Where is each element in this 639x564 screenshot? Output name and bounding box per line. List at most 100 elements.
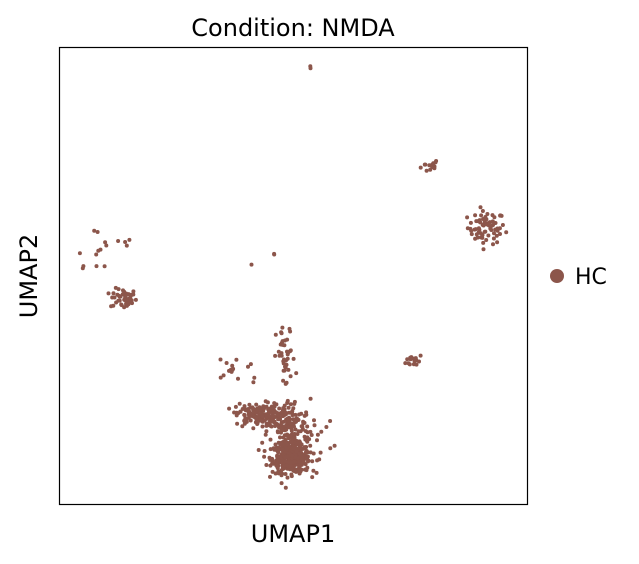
data-point bbox=[308, 443, 313, 448]
data-point bbox=[403, 361, 408, 366]
data-point bbox=[283, 364, 287, 369]
data-point bbox=[124, 297, 129, 302]
data-point bbox=[408, 357, 413, 362]
data-point bbox=[283, 381, 288, 386]
data-point bbox=[264, 414, 269, 418]
data-point bbox=[103, 240, 108, 245]
data-point bbox=[301, 446, 306, 451]
data-point bbox=[306, 458, 311, 463]
data-point bbox=[291, 459, 296, 464]
data-point bbox=[272, 252, 277, 257]
data-point bbox=[305, 454, 310, 459]
data-point bbox=[273, 424, 278, 428]
data-point bbox=[237, 401, 242, 406]
data-point bbox=[248, 418, 253, 423]
data-point bbox=[278, 417, 283, 421]
data-point bbox=[484, 238, 489, 242]
data-point bbox=[268, 474, 272, 479]
data-point bbox=[477, 219, 482, 224]
data-point bbox=[265, 400, 270, 405]
data-point bbox=[131, 289, 136, 294]
data-point bbox=[312, 418, 316, 423]
data-point bbox=[102, 264, 107, 269]
data-point bbox=[478, 205, 483, 210]
data-point bbox=[123, 294, 128, 299]
data-point bbox=[263, 432, 268, 437]
data-point bbox=[300, 453, 305, 458]
data-point bbox=[266, 407, 271, 412]
data-point bbox=[272, 419, 277, 424]
data-point bbox=[117, 294, 122, 299]
data-point bbox=[308, 64, 313, 69]
data-point bbox=[281, 464, 286, 469]
data-point bbox=[232, 410, 237, 415]
data-point bbox=[273, 442, 278, 447]
data-point bbox=[267, 455, 272, 460]
data-point bbox=[276, 471, 281, 476]
data-point bbox=[480, 209, 485, 213]
data-point bbox=[230, 363, 235, 368]
data-point bbox=[94, 264, 99, 269]
data-point bbox=[281, 378, 286, 383]
data-point bbox=[504, 230, 509, 235]
data-point bbox=[238, 409, 243, 414]
data-point bbox=[77, 251, 82, 256]
data-point bbox=[289, 474, 294, 479]
data-point bbox=[285, 475, 290, 480]
data-point bbox=[304, 410, 309, 415]
data-point bbox=[127, 237, 132, 242]
data-point bbox=[236, 376, 240, 381]
data-point bbox=[275, 430, 280, 435]
x-axis-label: UMAP1 bbox=[251, 520, 335, 548]
data-point bbox=[279, 353, 284, 358]
data-point bbox=[498, 232, 502, 236]
data-point bbox=[234, 357, 239, 362]
data-point bbox=[242, 412, 247, 417]
data-point bbox=[281, 407, 286, 412]
chart-title: Condition: NMDA bbox=[191, 14, 395, 42]
data-point bbox=[328, 419, 333, 423]
data-point bbox=[469, 232, 474, 237]
data-point bbox=[286, 405, 291, 410]
data-point bbox=[491, 236, 496, 241]
data-point bbox=[116, 298, 121, 303]
data-point bbox=[315, 438, 319, 443]
data-point bbox=[479, 213, 484, 218]
data-point bbox=[310, 475, 315, 480]
data-point bbox=[308, 429, 313, 434]
data-point bbox=[273, 446, 278, 451]
data-point bbox=[244, 407, 248, 412]
data-point bbox=[301, 421, 306, 426]
data-point bbox=[288, 464, 293, 469]
data-point bbox=[312, 423, 317, 428]
data-point bbox=[495, 240, 500, 245]
data-point bbox=[314, 470, 319, 475]
data-point bbox=[124, 243, 129, 248]
data-point bbox=[282, 433, 287, 438]
data-point bbox=[480, 233, 485, 237]
data-point bbox=[268, 447, 273, 452]
data-point bbox=[262, 454, 267, 459]
data-point bbox=[124, 301, 129, 306]
data-point bbox=[319, 429, 324, 434]
data-point bbox=[286, 350, 291, 355]
data-point bbox=[297, 459, 302, 464]
data-point bbox=[268, 437, 273, 442]
data-point bbox=[280, 325, 285, 330]
data-point bbox=[405, 357, 410, 362]
data-point bbox=[260, 440, 265, 445]
scatter-points bbox=[77, 64, 509, 490]
data-point bbox=[285, 337, 290, 342]
data-point bbox=[305, 435, 310, 440]
data-point bbox=[122, 305, 127, 310]
data-point bbox=[254, 416, 259, 421]
data-point bbox=[255, 422, 260, 426]
data-point bbox=[494, 233, 499, 238]
data-point bbox=[271, 461, 276, 466]
data-point bbox=[240, 407, 245, 411]
data-point bbox=[302, 413, 307, 418]
data-point bbox=[414, 362, 419, 367]
data-point bbox=[427, 163, 432, 168]
data-point bbox=[490, 219, 495, 224]
data-point bbox=[282, 410, 287, 415]
